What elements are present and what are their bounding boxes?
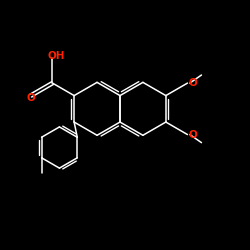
Text: O: O bbox=[26, 93, 35, 103]
Text: OH: OH bbox=[47, 51, 65, 61]
Text: O: O bbox=[189, 78, 198, 88]
Text: O: O bbox=[189, 130, 198, 140]
